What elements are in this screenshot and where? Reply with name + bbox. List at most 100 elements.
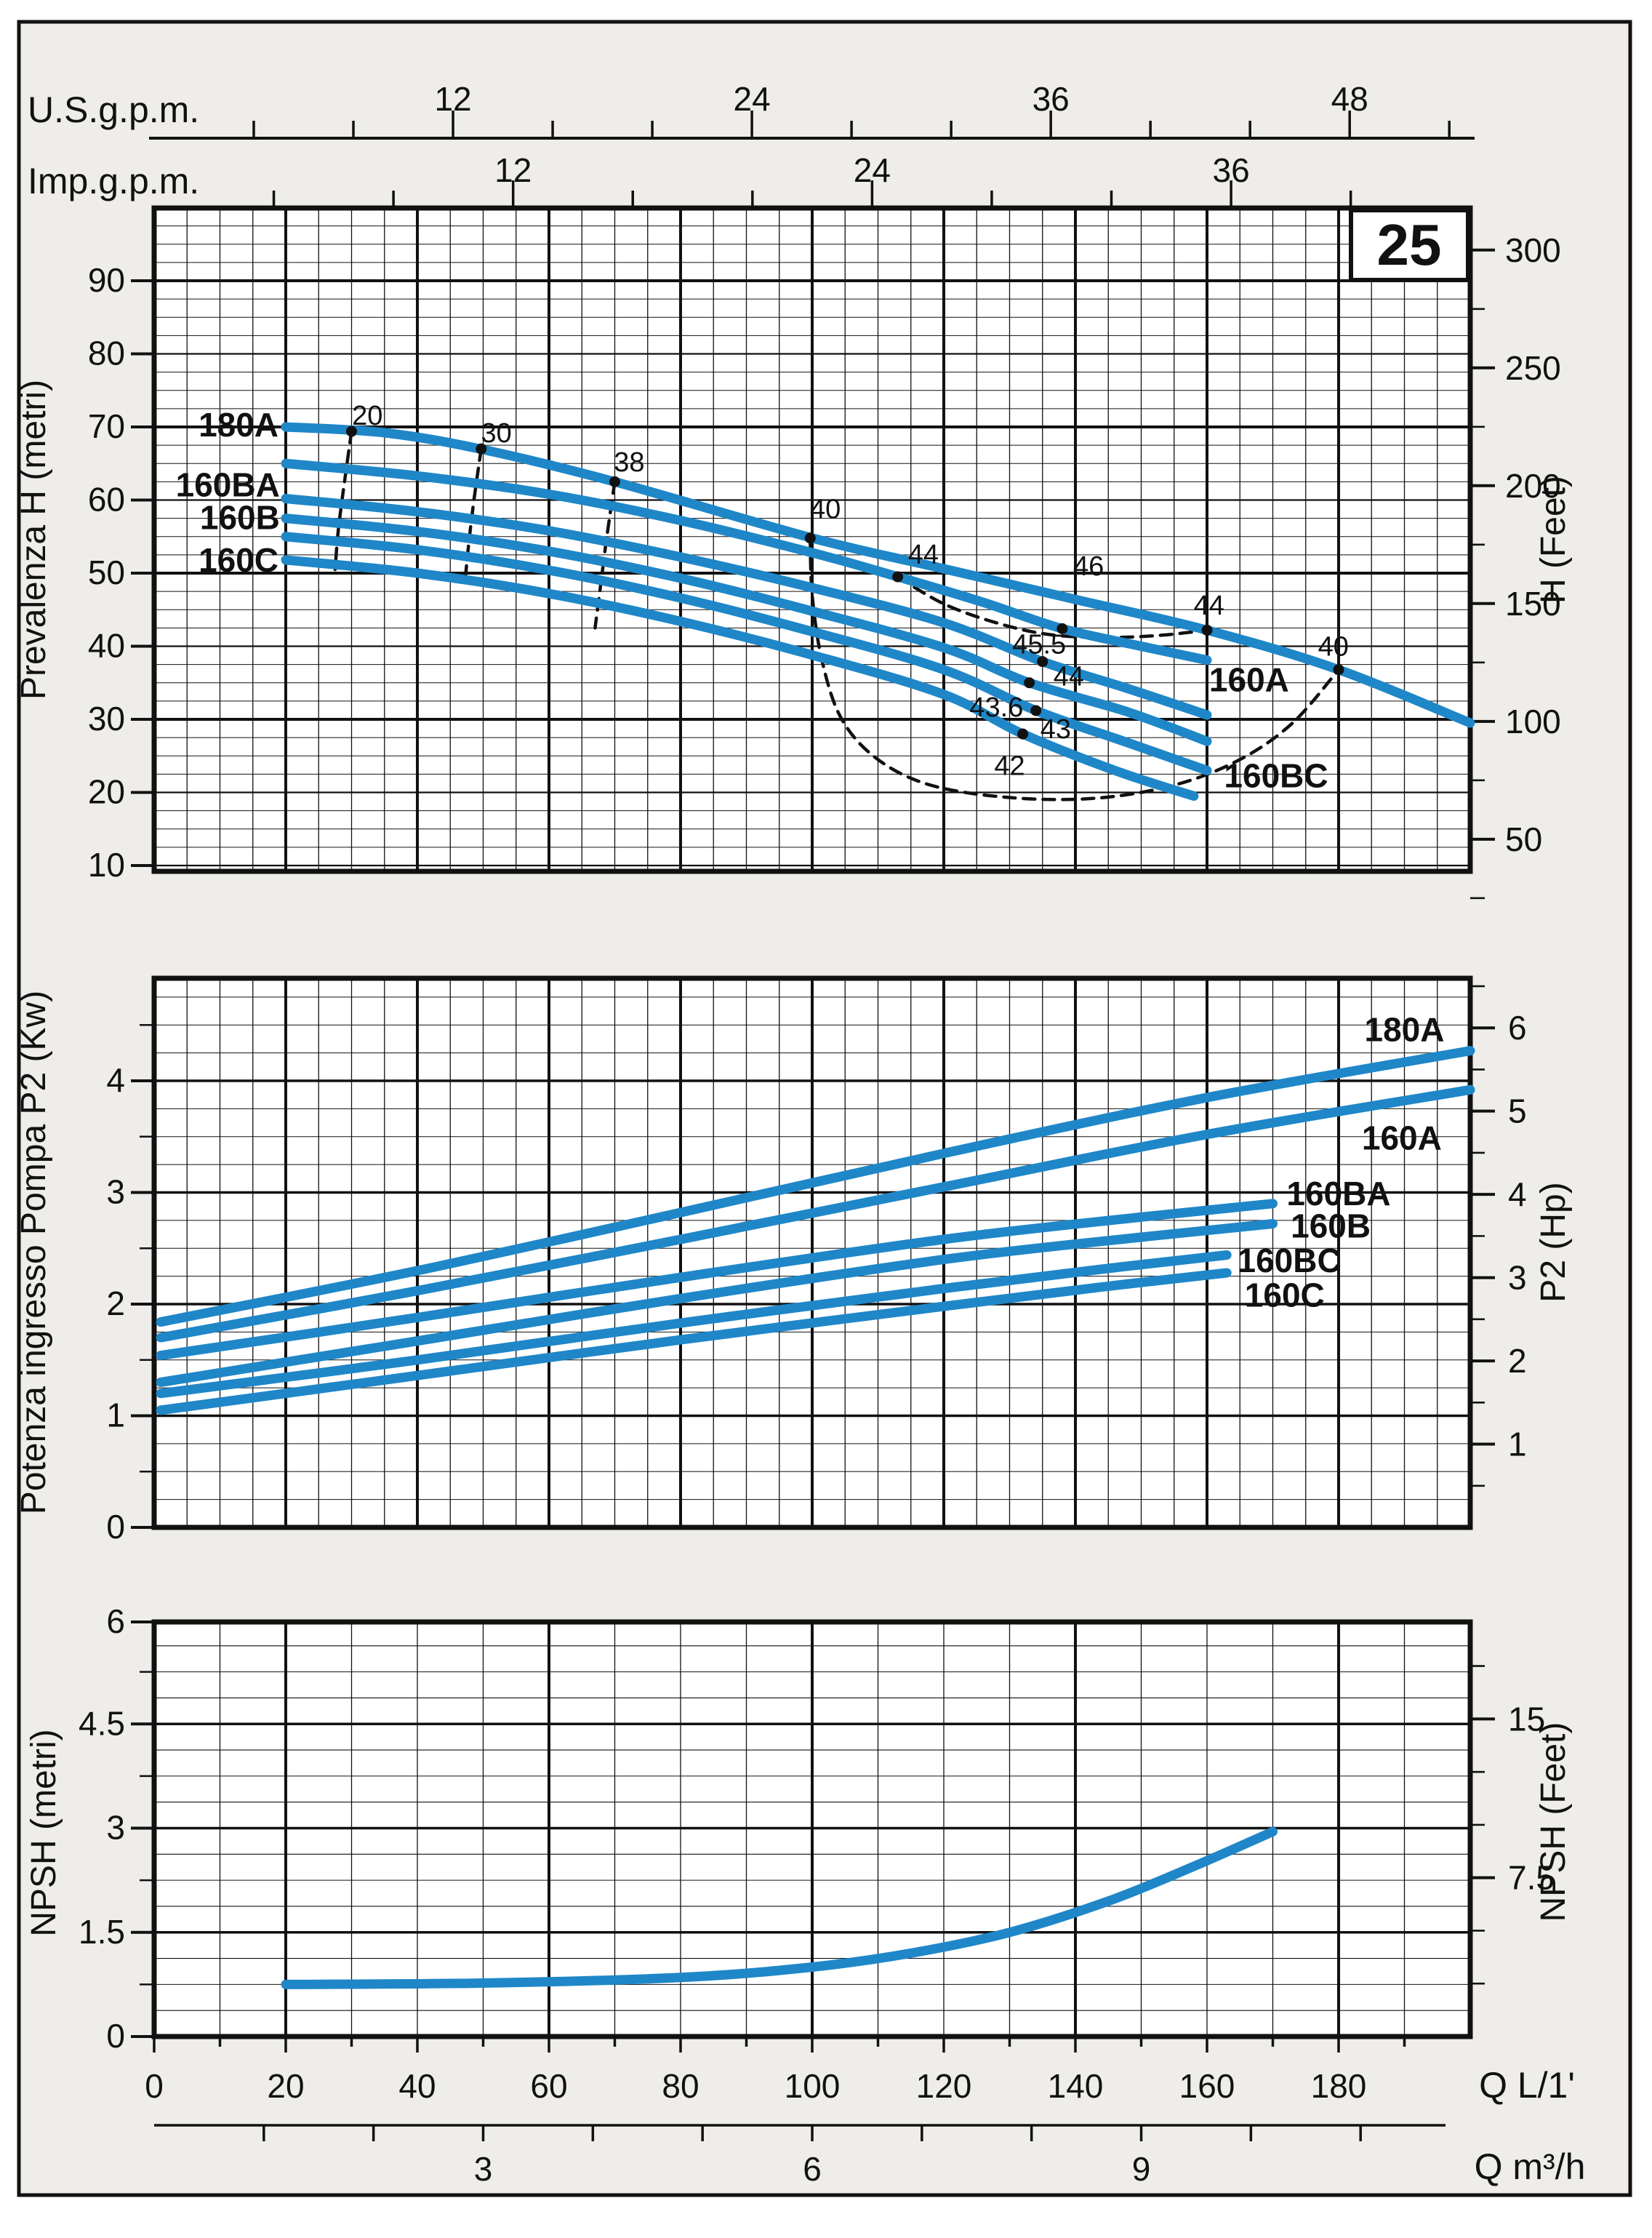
curve-label-180A: 180A (199, 406, 278, 444)
size-badge-text: 25 (1377, 212, 1442, 277)
npsh-left-tick-label: 6 (106, 1602, 125, 1640)
flow-l-label: 40 (398, 2067, 436, 2105)
head-curve-160B (281, 513, 1212, 746)
head-left-tick-label: 40 (88, 627, 125, 665)
head-right-tick-label: 100 (1505, 703, 1561, 740)
power-curve-160A (156, 1084, 1475, 1343)
head-curve-160BA (281, 493, 1212, 720)
flow-l-unit: Q L/1' (1479, 2065, 1575, 2106)
npsh-right-tick-label: 15 (1508, 1700, 1545, 1738)
power-left-tick-label: 4 (106, 1061, 125, 1099)
head-left-tick-label: 90 (88, 261, 125, 299)
head-ylabel-left: Prevalenza H (metri) (15, 380, 53, 700)
efficiency-label: 43.6 (969, 692, 1023, 723)
efficiency-dot (609, 476, 620, 487)
power-curve-160C (156, 1268, 1232, 1415)
chart-head: 90 80 70 60 50 40 30 20 10 50 100 150 200 250 300 20 30 3… (15, 208, 1573, 900)
m3h-label: 3 (474, 2150, 493, 2188)
efficiency-label: 38 (614, 447, 644, 478)
power-curve-160BC (156, 1250, 1232, 1399)
power-left-tick-label: 0 (106, 1508, 125, 1546)
npsh-right-tick-label: 7.5 (1508, 1859, 1555, 1897)
flow-l-label: 140 (1048, 2067, 1104, 2105)
head-right-tick-label: 200 (1505, 467, 1561, 505)
chart-head-border (151, 205, 1473, 874)
m3h-label: 9 (1132, 2150, 1151, 2188)
efficiency-label: 44 (1194, 591, 1224, 621)
power-right-tick-label: 1 (1508, 1426, 1527, 1463)
curve-label-160A: 160A (1209, 661, 1289, 699)
flow-l-label: 80 (662, 2067, 699, 2105)
head-curve-160C (281, 555, 1199, 801)
power-curve-160BA (156, 1199, 1278, 1361)
efficiency-dot (1017, 728, 1029, 740)
efficiency-dot (1201, 624, 1213, 636)
curve-label-160C: 160C (1245, 1276, 1325, 1314)
efficiency-dot (1024, 677, 1035, 689)
efficiency-dot (1030, 705, 1042, 716)
flow-l-label: 180 (1311, 2067, 1367, 2105)
efficiency-label: 42 (994, 751, 1025, 781)
curve-label-160B: 160B (200, 499, 280, 537)
head-right-tick-label: 150 (1505, 585, 1561, 623)
power-right-tick-label: 3 (1508, 1259, 1527, 1297)
flow-l-label: 20 (267, 2067, 304, 2105)
power-left-tick-label: 2 (106, 1284, 125, 1322)
head-left-tick-label: 30 (88, 700, 125, 738)
us-gpm-tick-label: 24 (734, 80, 771, 118)
us-gpm-tick-label: 12 (434, 80, 471, 118)
flow-l-label: 160 (1179, 2067, 1235, 2105)
head-right-tick-label: 250 (1505, 349, 1561, 387)
power-curve-180A (156, 1046, 1475, 1327)
head-left-tick-label: 60 (88, 481, 125, 519)
power-left-tick-label: 3 (106, 1173, 125, 1211)
power-ylabel-right: P2 (Hp) (1534, 1182, 1573, 1302)
efficiency-label: 45.5 (1012, 629, 1066, 660)
efficiency-label: 30 (481, 418, 511, 449)
efficiency-label: 40 (810, 495, 841, 525)
efficiency-dot (892, 571, 904, 583)
efficiency-label: 20 (352, 401, 382, 431)
npsh-left-tick-label: 3 (106, 1809, 125, 1847)
npsh-left-tick-label: 1.5 (79, 1913, 125, 1951)
imp-gpm-axis-title: Imp.g.p.m. (28, 161, 199, 201)
curve-label-160BC: 160BC (1238, 1242, 1342, 1279)
efficiency-dot (1333, 664, 1344, 676)
m3h-unit: Q m³/h (1475, 2146, 1586, 2187)
curve-label-160A: 160A (1362, 1119, 1442, 1156)
power-right-tick-label: 6 (1508, 1009, 1527, 1047)
efficiency-contour-44-46 (896, 575, 1209, 639)
head-ylabel-right: H (Feet) (1534, 476, 1573, 604)
npsh-left-tick-label: 4.5 (79, 1704, 125, 1742)
curve-label-180A: 180A (1365, 1010, 1445, 1048)
efficiency-dot (1056, 623, 1068, 634)
efficiency-label: 44 (1054, 662, 1084, 692)
power-curve-160B (156, 1219, 1278, 1387)
flow-axes-top: U.S.g.p.m. 12 24 36 48 Imp.g.p.m. 12 24 36 (28, 80, 1475, 208)
curve-label-160C: 160C (199, 541, 278, 579)
curve-label-160BA: 160BA (176, 465, 280, 503)
power-ylabel-left: Potenza ingresso Pompa P2 (Kw) (15, 991, 53, 1514)
power-right-tick-label: 2 (1508, 1342, 1527, 1380)
efficiency-dot (346, 425, 357, 437)
head-left-tick-label: 50 (88, 553, 125, 591)
efficiency-dot (804, 532, 816, 544)
imp-gpm-tick-label: 24 (854, 151, 891, 189)
head-left-tick-label: 20 (88, 773, 125, 811)
head-curve-160A (281, 458, 1212, 666)
head-left-tick-label: 80 (88, 335, 125, 372)
efficiency-label: 44 (908, 540, 939, 570)
power-right-tick-label: 4 (1508, 1175, 1527, 1213)
imp-gpm-tick-label: 36 (1213, 151, 1250, 189)
flow-l-label: 100 (785, 2067, 841, 2105)
curve-label-160BC: 160BC (1224, 756, 1328, 794)
efficiency-label: 40 (1318, 632, 1349, 663)
size-badge-box (1349, 208, 1470, 282)
curve-label-160B: 160B (1291, 1207, 1371, 1245)
efficiency-label: 43 (1040, 714, 1071, 745)
power-left-tick-label: 1 (106, 1396, 125, 1434)
us-gpm-tick-label: 36 (1032, 80, 1070, 118)
efficiency-dot (476, 443, 487, 455)
